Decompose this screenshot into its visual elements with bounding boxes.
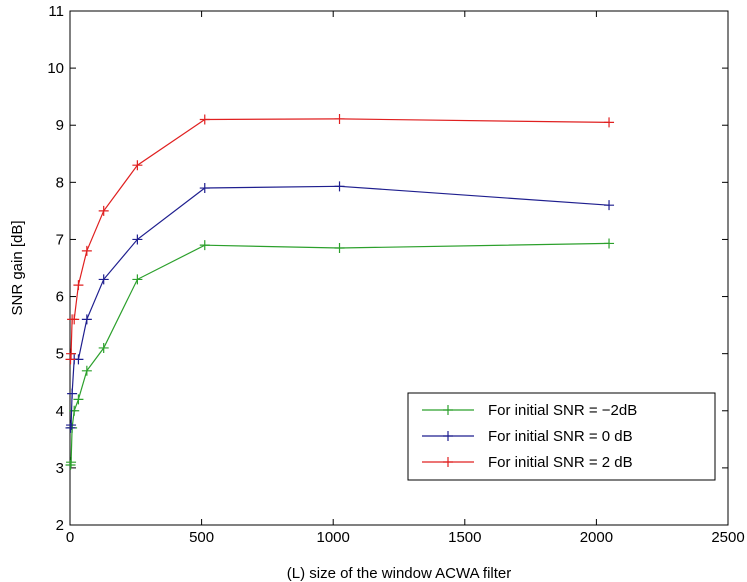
legend-label: For initial SNR = 2 dB bbox=[488, 454, 633, 471]
y-tick-label: 5 bbox=[56, 346, 64, 363]
legend-swatch-marker bbox=[443, 405, 453, 415]
y-tick-label: 4 bbox=[56, 403, 64, 420]
data-point bbox=[604, 117, 615, 128]
x-tick-label: 500 bbox=[189, 529, 214, 546]
series-2 bbox=[65, 181, 615, 433]
legend-label: For initial SNR = −2dB bbox=[488, 402, 637, 419]
x-tick-label: 0 bbox=[66, 529, 74, 546]
data-point bbox=[132, 274, 143, 285]
data-point bbox=[334, 113, 345, 124]
x-tick-label: 2500 bbox=[711, 529, 744, 546]
legend-swatch-marker bbox=[443, 457, 453, 467]
legend-label: For initial SNR = 0 dB bbox=[488, 428, 633, 445]
data-point bbox=[132, 234, 143, 245]
data-point bbox=[604, 200, 615, 211]
y-tick-label: 10 bbox=[47, 60, 64, 77]
data-point bbox=[66, 457, 77, 468]
legend-entry: For initial SNR = 0 dB bbox=[422, 428, 633, 445]
data-point bbox=[334, 181, 345, 192]
legend-swatch-marker bbox=[443, 431, 453, 441]
legend-entry: For initial SNR = 2 dB bbox=[422, 454, 633, 471]
data-point bbox=[67, 388, 78, 399]
data-point bbox=[334, 243, 345, 254]
data-point bbox=[81, 314, 92, 325]
y-tick-label: 11 bbox=[48, 3, 64, 20]
y-tick-label: 3 bbox=[56, 460, 64, 477]
data-point bbox=[132, 160, 143, 171]
data-point bbox=[81, 365, 92, 376]
x-tick-label: 1000 bbox=[317, 529, 350, 546]
data-point bbox=[69, 405, 80, 416]
axis-tick-labels: 0 500 1000 1500 2000 2500 2 3 4 5 6 7 8 9 10 11 bbox=[47, 3, 744, 546]
data-point bbox=[69, 314, 80, 325]
series-layer bbox=[65, 113, 615, 471]
x-axis-label: (L) size of the window ACWA filter bbox=[287, 565, 512, 582]
y-tick-label: 6 bbox=[56, 289, 64, 306]
y-tick-label: 2 bbox=[56, 517, 64, 534]
y-axis-label: SNR gain [dB] bbox=[9, 220, 26, 315]
y-tick-label: 7 bbox=[56, 231, 64, 248]
data-point bbox=[66, 420, 77, 431]
data-point bbox=[98, 205, 109, 216]
x-tick-label: 1500 bbox=[448, 529, 481, 546]
data-point bbox=[81, 245, 92, 256]
data-point bbox=[199, 114, 210, 125]
data-point bbox=[73, 280, 84, 291]
data-point bbox=[604, 238, 615, 249]
data-point bbox=[66, 348, 77, 359]
series-3 bbox=[65, 113, 615, 365]
y-tick-label: 8 bbox=[56, 174, 64, 191]
legend: For initial SNR = −2dB For initial SNR = … bbox=[407, 392, 716, 481]
x-tick-label: 2000 bbox=[580, 529, 613, 546]
data-point bbox=[199, 183, 210, 194]
data-point bbox=[98, 274, 109, 285]
data-point bbox=[73, 394, 84, 405]
data-point bbox=[199, 240, 210, 251]
y-tick-label: 9 bbox=[56, 117, 64, 134]
legend-entry: For initial SNR = −2dB bbox=[422, 402, 637, 419]
data-point bbox=[98, 342, 109, 353]
